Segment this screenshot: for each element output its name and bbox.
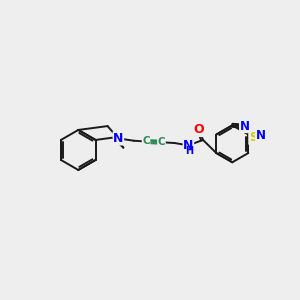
Text: H: H xyxy=(185,146,193,157)
Text: C: C xyxy=(142,136,150,146)
Text: N: N xyxy=(256,129,266,142)
Text: N: N xyxy=(240,120,250,133)
Text: O: O xyxy=(194,123,205,136)
Text: N: N xyxy=(183,139,194,152)
Text: N: N xyxy=(113,132,124,145)
Text: C: C xyxy=(158,137,165,147)
Text: S: S xyxy=(249,131,257,144)
